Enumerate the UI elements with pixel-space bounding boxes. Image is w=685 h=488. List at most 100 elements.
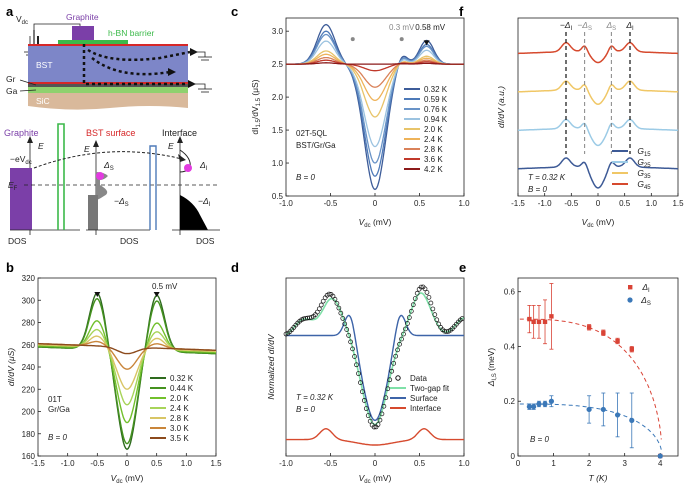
d-data-point <box>340 316 346 321</box>
d-data-point <box>354 362 359 368</box>
energy-axis-label-2: E <box>84 144 90 154</box>
f-xtick-label: 0.5 <box>619 199 631 208</box>
c-series-line <box>286 53 464 102</box>
hbn-layer <box>58 40 128 44</box>
b-legend-label: 3.0 K <box>170 424 189 433</box>
c-field-label: B = 0 <box>296 173 315 182</box>
e-data-point <box>542 401 548 407</box>
b-ytick-label: 160 <box>22 452 36 461</box>
panel-b-chart: -1.5 -1.0 -0.5 0 0.5 1.0 1.5 160 180 200 220 240 260… <box>6 274 222 485</box>
d-data-point <box>459 316 465 321</box>
f-gap-marker-label: −ΔS <box>577 20 592 32</box>
d-data-point <box>424 290 430 295</box>
ef-label: EF <box>8 180 18 192</box>
d-data-point <box>410 302 416 308</box>
c-sample-label: 02T-5QL <box>296 129 328 138</box>
b-ytick-label: 300 <box>22 296 36 305</box>
d-data-point <box>352 354 357 359</box>
b-series-line <box>38 292 216 451</box>
e-data-point <box>614 412 621 418</box>
c-ytick-label: 3.0 <box>272 27 284 36</box>
e-data-point <box>615 338 620 344</box>
f-xtick-label: 1.5 <box>672 199 684 208</box>
f-series-line <box>517 118 679 147</box>
energy-axis-label-1: E <box>38 141 44 151</box>
c-series-line <box>286 50 464 118</box>
c-xtick-label: 0 <box>373 199 378 208</box>
e-xtick-label: 0 <box>516 459 521 468</box>
d-data-point <box>405 321 410 326</box>
d-xtick-label: -1.0 <box>279 459 293 468</box>
b-legend-label: 0.44 K <box>170 384 194 393</box>
b-sample-label: 01T <box>48 395 62 404</box>
c-series-line <box>286 40 464 148</box>
b-ytick-label: 320 <box>22 274 36 283</box>
c-marker-dot <box>350 37 355 42</box>
d-data-point <box>334 300 340 306</box>
b-legend-label: 3.5 K <box>170 434 189 443</box>
panel-label-e: e <box>459 260 466 275</box>
e-legend-label: ΔS <box>640 295 651 307</box>
d-data-point <box>422 286 428 292</box>
b-peak-marker <box>94 292 101 297</box>
d-data-point <box>356 371 361 376</box>
bst-label: BST <box>36 60 53 70</box>
d-data-point <box>387 377 393 383</box>
d-legend-label: Two-gap fit <box>410 384 450 393</box>
f-series-line <box>518 80 678 105</box>
d-data-point <box>375 422 381 427</box>
d-data-point <box>346 333 352 338</box>
d-data-point <box>381 403 387 409</box>
b-xtick-label: 0.5 <box>151 459 163 468</box>
e-data-point <box>526 404 532 410</box>
d-data-point <box>430 306 436 312</box>
c-legend-label: 0.76 K <box>424 105 448 114</box>
f-field-label: B = 0 <box>528 185 547 194</box>
f-xtick-label: -1.0 <box>538 199 552 208</box>
d-data-point <box>401 331 406 337</box>
d-data-point <box>393 353 398 359</box>
d-data-point <box>412 296 418 301</box>
d-data-point <box>344 327 350 332</box>
c-series-line <box>286 56 464 88</box>
e-ytick-label: 0.4 <box>504 342 516 351</box>
b-ylabel: dI/dV (μS) <box>6 348 16 386</box>
d-data-point <box>391 360 397 366</box>
b-series-line <box>38 320 216 424</box>
f-legend-label: G45 <box>637 179 651 191</box>
d-data-point <box>414 290 420 296</box>
c-legend-label: 2.0 K <box>424 125 443 134</box>
e-legend-label: ΔI <box>641 282 650 294</box>
f-series-line <box>518 157 678 189</box>
panel-a-bands: Graphite BST surface Interface E DOS −eV… <box>4 123 220 246</box>
b-legend-label: 0.32 K <box>170 374 194 383</box>
evdc-label: −eVdc <box>10 154 32 166</box>
c-legend-label: 2.8 K <box>424 145 443 154</box>
b-xtick-label: -1.5 <box>31 459 45 468</box>
b-ytick-label: 240 <box>22 363 36 372</box>
e-xtick-label: 1 <box>551 459 556 468</box>
c-annotation-2: 0.58 mV <box>415 23 445 32</box>
c-ytick-label: 2.5 <box>272 60 284 69</box>
d-data-point <box>399 336 404 342</box>
e-data-point <box>586 406 592 413</box>
ga-layer <box>28 87 188 93</box>
interface-title: Interface <box>162 128 197 138</box>
d-data-point <box>367 418 373 424</box>
d-xtick-label: 0.5 <box>414 459 426 468</box>
e-data-point <box>527 316 532 322</box>
d-data-point <box>316 306 322 312</box>
b-ytick-label: 200 <box>22 408 36 417</box>
e-data-point <box>536 401 542 407</box>
dos-label-1: DOS <box>8 236 27 246</box>
e-xtick-label: 3 <box>622 459 627 468</box>
d-data-point <box>444 329 449 335</box>
graphite-block <box>72 26 94 40</box>
b-xtick-label: 1.5 <box>210 459 222 468</box>
e-data-point <box>657 453 663 459</box>
d-data-point <box>428 300 434 306</box>
c-xlabel: Vdc (mV) <box>359 217 392 229</box>
d-interface-line <box>286 427 464 446</box>
b-legend-label: 2.0 K <box>170 394 189 403</box>
b-xtick-label: -1.0 <box>61 459 75 468</box>
